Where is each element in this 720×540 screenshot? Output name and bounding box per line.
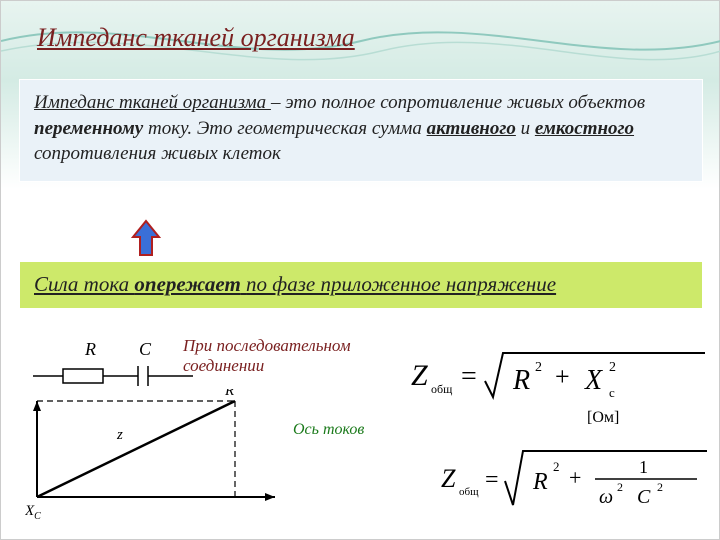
def-bold2: активного bbox=[427, 118, 516, 139]
svg-text:=: = bbox=[485, 467, 499, 493]
svg-text:общ: общ bbox=[459, 486, 479, 498]
series-l2: соединении bbox=[183, 356, 403, 376]
svg-text:общ: общ bbox=[431, 382, 452, 396]
vector-diagram: R z XC bbox=[25, 389, 285, 519]
impedance-formula-2: Z общ = R 2 + 1 ω 2 C 2 bbox=[441, 441, 711, 521]
svg-text:R: R bbox=[532, 469, 548, 495]
svg-text:ω: ω bbox=[599, 486, 613, 508]
phase-block: Сила тока опережает по фазе приложенное … bbox=[19, 261, 703, 309]
svg-text:C: C bbox=[637, 486, 651, 508]
def-bold3: емкостного bbox=[535, 118, 634, 139]
svg-text:2: 2 bbox=[617, 480, 623, 494]
svg-text:2: 2 bbox=[553, 459, 560, 474]
svg-text:2: 2 bbox=[535, 360, 542, 375]
svg-text:+: + bbox=[555, 362, 570, 391]
resistor-label: R bbox=[85, 339, 96, 360]
def-t3: и bbox=[521, 118, 535, 139]
svg-text:X: X bbox=[584, 365, 603, 396]
series-l1: При последовательном bbox=[183, 336, 403, 356]
up-arrow-icon bbox=[129, 219, 163, 259]
definition-block: Импеданс тканей организма – это полное с… bbox=[19, 79, 703, 182]
svg-text:R: R bbox=[224, 389, 234, 399]
phase-t1: Сила тока bbox=[34, 272, 134, 296]
def-t1: – это полное сопротивление живых объекто… bbox=[271, 92, 645, 113]
def-t2: току. Это геометрическая сумма bbox=[148, 118, 427, 139]
svg-text:Z: Z bbox=[441, 464, 456, 493]
svg-text:XC: XC bbox=[25, 503, 41, 519]
svg-text:Z: Z bbox=[411, 359, 428, 392]
svg-text:+: + bbox=[569, 465, 581, 490]
svg-text:z: z bbox=[116, 427, 123, 443]
svg-text:=: = bbox=[461, 361, 477, 392]
svg-text:2: 2 bbox=[609, 360, 616, 375]
series-connection-text: При последовательном соединении bbox=[183, 336, 403, 377]
units-ohm: [Ом] bbox=[587, 409, 619, 427]
definition-lead: Импеданс тканей организма bbox=[34, 92, 271, 113]
impedance-formula-1: Z общ = R 2 + X c 2 bbox=[409, 339, 709, 417]
rc-circuit-diagram bbox=[33, 361, 203, 391]
def-t4: сопротивления живых клеток bbox=[34, 143, 281, 164]
phase-t2: по фазе приложенное напряжение bbox=[246, 272, 556, 296]
svg-text:c: c bbox=[609, 385, 615, 400]
def-bold1: переменному bbox=[34, 118, 143, 139]
svg-text:2: 2 bbox=[657, 480, 663, 494]
svg-text:1: 1 bbox=[639, 457, 648, 477]
svg-text:R: R bbox=[512, 365, 530, 396]
current-axis-label: Ось токов bbox=[293, 421, 364, 439]
slide-title: Импеданс тканей организма bbox=[37, 23, 355, 53]
phase-bold: опережает bbox=[134, 272, 240, 296]
capacitor-label: C bbox=[139, 339, 151, 360]
